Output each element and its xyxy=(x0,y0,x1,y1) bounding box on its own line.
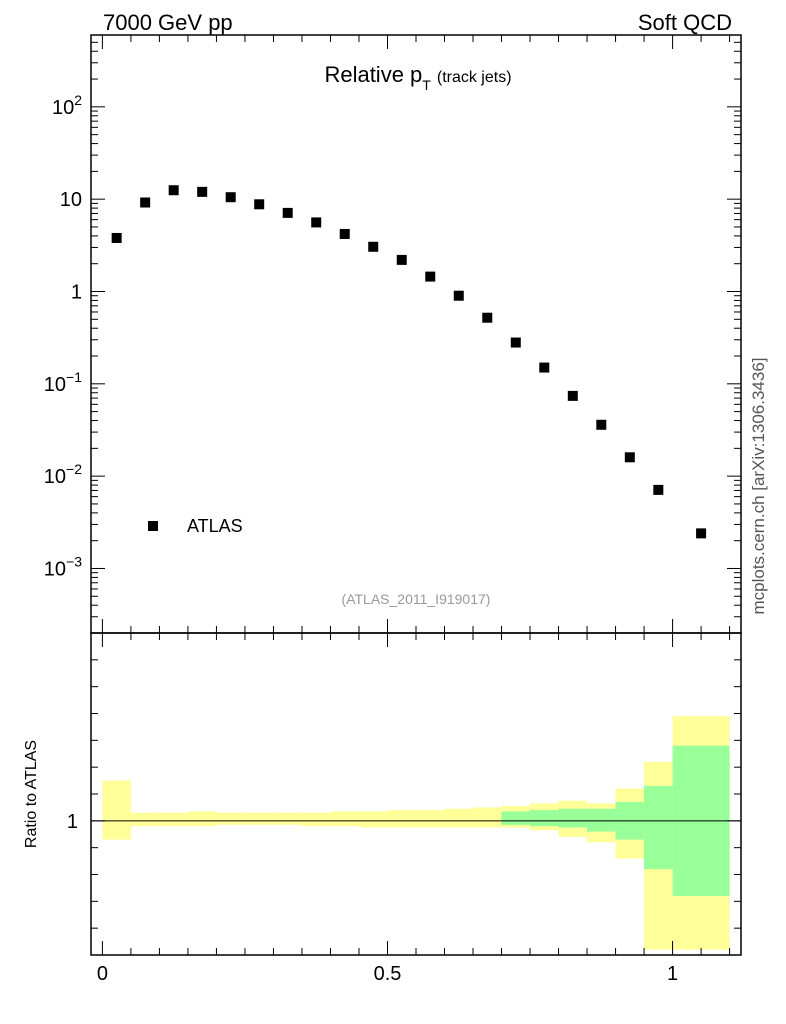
data-point-10 xyxy=(396,254,407,265)
title-main: Relative p xyxy=(324,62,422,87)
ratio-xtick-label-1: 0.5 xyxy=(374,963,402,985)
main-ytick-label-2: 1 xyxy=(71,281,82,303)
ratio-band-yellow-bin-9 xyxy=(358,811,388,828)
ratio-band-yellow-bin-13 xyxy=(473,807,502,828)
ratio-band-yellow-bin-11 xyxy=(416,810,445,828)
data-point-13 xyxy=(482,312,493,323)
title-suffix: (track jets) xyxy=(437,69,512,86)
data-point-14 xyxy=(510,337,521,348)
ratio-panel: 0 0.5 1 1 xyxy=(67,632,742,985)
legend-marker xyxy=(148,521,158,531)
ratio-band-yellow-bin-3 xyxy=(187,811,217,827)
data-point-1 xyxy=(140,197,151,208)
main-ytick-label-3: 10−1 xyxy=(44,369,82,396)
ratio-band-green-bin-5 xyxy=(644,785,673,870)
ratio-ytick-label-0: 1 xyxy=(67,811,78,833)
header-right: Soft QCD xyxy=(638,10,732,35)
main-panel: 102 10 1 10−1 10−2 10−3 ATLAS xyxy=(44,34,742,634)
data-point-12 xyxy=(453,290,464,301)
main-ytick-label-0: 102 xyxy=(52,92,82,119)
ratio-band-yellow-bin-5 xyxy=(244,812,274,825)
data-point-15 xyxy=(539,362,550,373)
data-point-9 xyxy=(368,241,379,252)
plot-title: Relative pT (track jets) xyxy=(324,62,511,93)
legend-label: ATLAS xyxy=(187,516,243,536)
data-point-19 xyxy=(653,484,664,495)
header-left: 7000 GeV pp xyxy=(103,10,233,35)
data-point-2 xyxy=(168,185,179,196)
main-ytick-label-5: 10−3 xyxy=(44,553,82,580)
ratio-band-yellow-bin-0 xyxy=(102,780,131,840)
ratio-band-green-bin-3 xyxy=(587,808,616,832)
ratio-band-yellow-bin-10 xyxy=(387,810,416,828)
data-point-6 xyxy=(282,207,293,218)
title-subscript: T xyxy=(422,77,431,93)
ratio-band-yellow-bin-1 xyxy=(130,812,160,827)
ratio-band-yellow-bin-2 xyxy=(159,812,188,827)
data-point-4 xyxy=(225,192,236,203)
data-point-7 xyxy=(311,217,322,228)
ratio-band-yellow-bin-4 xyxy=(216,812,245,825)
ratio-band-green-bin-0 xyxy=(501,811,531,825)
data-point-8 xyxy=(339,228,350,239)
ratio-xtick-label-0: 0 xyxy=(97,963,108,985)
analysis-tag: (ATLAS_2011_I919017) xyxy=(342,591,491,607)
main-ytick-label-4: 10−2 xyxy=(44,461,82,488)
ratio-band-green-bin-1 xyxy=(530,810,559,827)
data-point-5 xyxy=(254,199,265,210)
data-point-18 xyxy=(624,452,635,463)
main-ytick-label-1: 10 xyxy=(60,189,82,211)
ratio-xtick-label-2: 1 xyxy=(667,963,678,985)
data-point-17 xyxy=(596,419,607,430)
data-point-16 xyxy=(567,390,578,401)
ratio-band-yellow-bin-8 xyxy=(330,811,359,827)
ratio-band-yellow-bin-7 xyxy=(301,812,331,827)
ratio-ylabel: Ratio to ATLAS xyxy=(23,740,40,848)
data-point-20 xyxy=(696,528,707,539)
ratio-band-green-bin-2 xyxy=(558,808,588,828)
ratio-band-yellow-bin-12 xyxy=(444,808,474,828)
data-point-3 xyxy=(197,186,208,197)
ratio-band-yellow-bin-6 xyxy=(273,812,302,825)
data-point-11 xyxy=(425,271,436,282)
data-point-0 xyxy=(111,232,122,243)
side-label: mcplots.cern.ch [arXiv:1306.3436] xyxy=(749,357,768,614)
main-frame xyxy=(90,34,742,634)
